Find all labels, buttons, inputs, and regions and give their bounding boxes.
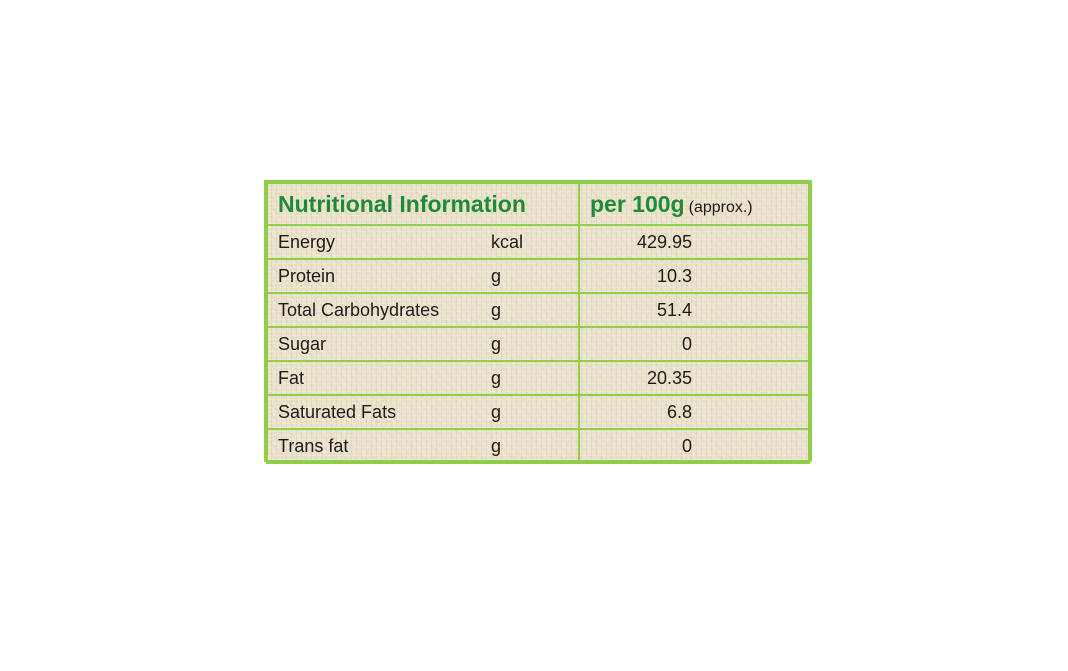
nutrient-value: 6.8 <box>578 394 810 430</box>
nutrient-unit: g <box>491 326 580 362</box>
nutrient-value: 0 <box>578 428 810 464</box>
nutrient-value: 10.3 <box>578 258 810 294</box>
nutrient-unit: kcal <box>491 224 580 260</box>
nutrient-unit: g <box>491 360 580 396</box>
nutrient-name: Sugar <box>266 326 491 362</box>
table-header-row: Nutritional Information per 100g (approx.… <box>266 182 810 226</box>
table-row: Trans fat g 0 <box>266 428 810 464</box>
approx-note: (approx.) <box>688 198 753 216</box>
nutrient-value: 429.95 <box>578 224 810 260</box>
nutrient-name: Fat <box>266 360 491 396</box>
nutrient-name: Total Carbohydrates <box>266 292 491 328</box>
nutrient-unit: g <box>491 394 580 430</box>
nutrient-name: Energy <box>266 224 491 260</box>
table-row: Sugar g 0 <box>266 326 810 362</box>
per-100g-header: per 100g (approx.) <box>578 182 810 226</box>
table-row: Total Carbohydrates g 51.4 <box>266 292 810 328</box>
table-row: Fat g 20.35 <box>266 360 810 396</box>
nutrient-unit: g <box>491 258 580 294</box>
table-title: Nutritional Information <box>266 182 580 226</box>
nutrient-name: Protein <box>266 258 491 294</box>
table-row: Saturated Fats g 6.8 <box>266 394 810 430</box>
nutrient-value: 0 <box>578 326 810 362</box>
nutrient-name: Saturated Fats <box>266 394 491 430</box>
nutrient-name: Trans fat <box>266 428 491 464</box>
table-row: Energy kcal 429.95 <box>266 224 810 260</box>
nutrient-value: 51.4 <box>578 292 810 328</box>
nutrient-unit: g <box>491 428 580 464</box>
table-row: Protein g 10.3 <box>266 258 810 294</box>
nutrient-unit: g <box>491 292 580 328</box>
nutrient-value: 20.35 <box>578 360 810 396</box>
nutrition-label: Nutritional Information per 100g (approx.… <box>264 180 812 464</box>
nutrition-table: Nutritional Information per 100g (approx.… <box>266 182 810 464</box>
per-label: per 100g <box>590 190 685 217</box>
